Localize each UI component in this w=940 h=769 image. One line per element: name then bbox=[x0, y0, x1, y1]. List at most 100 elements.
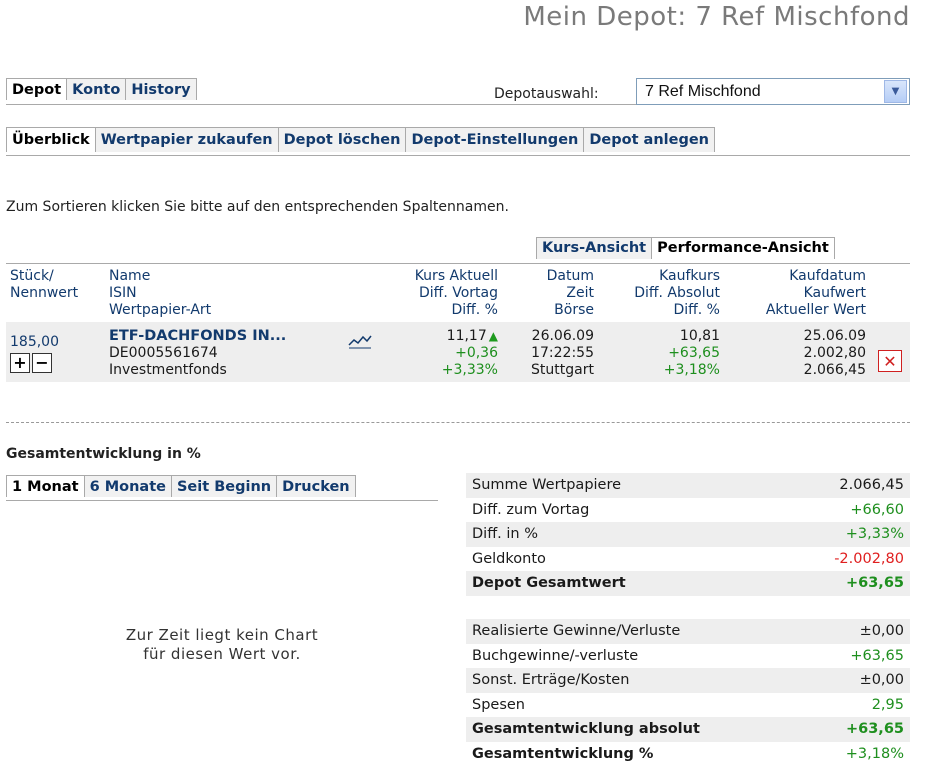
security-name-link[interactable]: ETF-DACHFONDS IN... bbox=[109, 328, 287, 344]
summary-table-entwicklung: Realisierte Gewinne/Verluste ±0,00 Buchge… bbox=[466, 619, 910, 766]
summary-row: Gesamtentwicklung absolut +63,65 bbox=[466, 717, 910, 742]
summary-label: Spesen bbox=[472, 696, 525, 713]
col-header-kaufkurs[interactable]: Kaufkurs Diff. Absolut Diff. % bbox=[634, 268, 720, 319]
chart-icon[interactable] bbox=[348, 333, 372, 353]
delete-position-button[interactable]: ✕ bbox=[878, 350, 902, 372]
col-header-line: Diff. Absolut bbox=[634, 285, 720, 301]
kurs-aktuell: 11,17 ▲ bbox=[442, 328, 498, 345]
col-header-datum[interactable]: Datum Zeit Börse bbox=[547, 268, 594, 319]
tab-drucken[interactable]: Drucken bbox=[277, 475, 356, 497]
col-header-line: Zeit bbox=[566, 285, 594, 301]
kurs-value: 11,17 bbox=[446, 328, 487, 344]
tab-divider bbox=[6, 500, 438, 501]
col-header-line: Wertpapier-Art bbox=[109, 302, 212, 318]
no-chart-line: für diesen Wert vor. bbox=[143, 645, 301, 663]
stueck-value: 185,00 bbox=[10, 334, 59, 350]
tab-depot-loeschen[interactable]: Depot löschen bbox=[278, 127, 407, 152]
main-tabs: Depot Konto History bbox=[6, 78, 197, 100]
col-header-line: ISIN bbox=[109, 285, 137, 301]
col-header-line: Name bbox=[109, 268, 151, 284]
diff-vortag: +0,36 bbox=[455, 345, 498, 361]
col-header-stueck[interactable]: Stück/ Nennwert bbox=[10, 268, 78, 302]
summary-label: Gesamtentwicklung absolut bbox=[472, 721, 700, 738]
col-header-line: Diff. Vortag bbox=[419, 285, 498, 301]
tab-6-monate[interactable]: 6 Monate bbox=[84, 475, 172, 497]
page-title: Mein Depot: 7 Ref Mischfond bbox=[523, 2, 910, 32]
summary-label: Sonst. Erträge/Kosten bbox=[472, 672, 630, 689]
datum: 26.06.09 bbox=[531, 328, 594, 344]
col-header-line: Nennwert bbox=[10, 285, 79, 301]
chart-tabs: 1 Monat 6 Monate Seit Beginn Drucken bbox=[6, 475, 356, 497]
summary-value: ±0,00 bbox=[859, 623, 904, 640]
tab-depot-einstellungen[interactable]: Depot-Einstellungen bbox=[406, 127, 585, 152]
tab-performance-ansicht[interactable]: Performance-Ansicht bbox=[652, 237, 835, 259]
col-header-line: Kaufwert bbox=[803, 285, 866, 301]
summary-row: Realisierte Gewinne/Verluste ±0,00 bbox=[466, 619, 910, 644]
minus-button[interactable]: − bbox=[32, 353, 52, 373]
kaufwert: 2.002,80 bbox=[803, 345, 866, 361]
col-header-line: Diff. % bbox=[673, 302, 720, 318]
depot-select-value: 7 Ref Mischfond bbox=[645, 82, 761, 100]
summary-row: Diff. in % +3,33% bbox=[466, 522, 910, 547]
position-info: ETF-DACHFONDS IN... DE0005561674 Investm… bbox=[109, 328, 286, 379]
kaufdatum-values: 25.06.09 2.002,80 2.066,45 bbox=[804, 328, 866, 379]
section-title: Gesamtentwicklung in % bbox=[6, 446, 201, 462]
summary-row: Buchgewinne/-verluste +63,65 bbox=[466, 644, 910, 669]
diff-pct: +3,33% bbox=[441, 362, 498, 378]
view-tabs: Kurs-Ansicht Performance-Ansicht bbox=[536, 237, 835, 259]
col-header-name[interactable]: Name ISIN Wertpapier-Art bbox=[109, 268, 211, 319]
summary-label: Gesamtentwicklung % bbox=[472, 745, 654, 762]
col-header-kaufdatum[interactable]: Kaufdatum Kaufwert Aktueller Wert bbox=[766, 268, 866, 319]
kaufdatum: 25.06.09 bbox=[803, 328, 866, 344]
summary-value: ±0,00 bbox=[859, 672, 904, 689]
close-icon: ✕ bbox=[883, 351, 897, 371]
security-type: Investmentfonds bbox=[109, 362, 227, 378]
summary-value: +63,65 bbox=[845, 575, 904, 592]
col-header-line: Stück/ bbox=[10, 268, 54, 284]
col-header-line: Kaufdatum bbox=[789, 268, 866, 284]
col-header-kurs[interactable]: Kurs Aktuell Diff. Vortag Diff. % bbox=[415, 268, 498, 319]
depot-select-label: Depotauswahl: bbox=[494, 86, 599, 102]
tab-history[interactable]: History bbox=[126, 78, 197, 100]
summary-row: Diff. zum Vortag +66,60 bbox=[466, 498, 910, 523]
chevron-down-icon[interactable]: ▼ bbox=[884, 80, 907, 103]
tab-1-monat[interactable]: 1 Monat bbox=[6, 475, 85, 497]
summary-label: Realisierte Gewinne/Verluste bbox=[472, 623, 681, 640]
depot-select[interactable]: 7 Ref Mischfond ▼ bbox=[636, 78, 910, 105]
summary-value: +63,65 bbox=[845, 721, 904, 738]
summary-value: 2,95 bbox=[871, 696, 904, 713]
tab-seit-beginn[interactable]: Seit Beginn bbox=[171, 475, 278, 497]
summary-row: Geldkonto -2.002,80 bbox=[466, 547, 910, 572]
summary-label: Diff. zum Vortag bbox=[472, 501, 590, 518]
table-row bbox=[6, 322, 910, 382]
tab-ueberblick[interactable]: Überblick bbox=[6, 127, 96, 152]
summary-value: 2.066,45 bbox=[839, 477, 904, 494]
aktueller-wert: 2.066,45 bbox=[803, 362, 866, 378]
summary-value: +63,65 bbox=[850, 647, 904, 664]
tab-depot[interactable]: Depot bbox=[6, 78, 68, 100]
summary-label: Diff. in % bbox=[472, 526, 539, 543]
kaufkurs-values: 10,81 +63,65 +3,18% bbox=[664, 328, 720, 379]
summary-row: Gesamtentwicklung % +3,18% bbox=[466, 742, 910, 767]
arrow-up-icon: ▲ bbox=[488, 329, 498, 343]
col-header-line: Datum bbox=[546, 268, 594, 284]
summary-row: Sonst. Erträge/Kosten ±0,00 bbox=[466, 668, 910, 693]
tab-divider bbox=[6, 263, 910, 264]
diff-pct2: +3,18% bbox=[663, 362, 720, 378]
sort-hint: Zum Sortieren klicken Sie bitte auf den … bbox=[6, 199, 509, 215]
no-chart-message: Zur Zeit liegt kein Chart für diesen Wer… bbox=[6, 626, 438, 664]
summary-value: +66,60 bbox=[850, 501, 904, 518]
tab-konto[interactable]: Konto bbox=[67, 78, 127, 100]
sub-tabs: Überblick Wertpapier zukaufen Depot lösc… bbox=[6, 127, 715, 152]
summary-table-depot: Summe Wertpapiere 2.066,45 Diff. zum Vort… bbox=[466, 473, 910, 596]
zeit: 17:22:55 bbox=[531, 345, 594, 361]
isin-value: DE0005561674 bbox=[109, 345, 218, 361]
plus-button[interactable]: + bbox=[10, 353, 30, 373]
summary-label: Depot Gesamtwert bbox=[472, 575, 626, 592]
summary-row: Depot Gesamtwert +63,65 bbox=[466, 571, 910, 596]
diff-absolut: +63,65 bbox=[668, 345, 720, 361]
tab-kurs-ansicht[interactable]: Kurs-Ansicht bbox=[536, 237, 653, 259]
tab-wertpapier-zukaufen[interactable]: Wertpapier zukaufen bbox=[95, 127, 279, 152]
tab-depot-anlegen[interactable]: Depot anlegen bbox=[584, 127, 715, 152]
kurs-values: 11,17 ▲ +0,36 +3,33% bbox=[442, 328, 498, 379]
